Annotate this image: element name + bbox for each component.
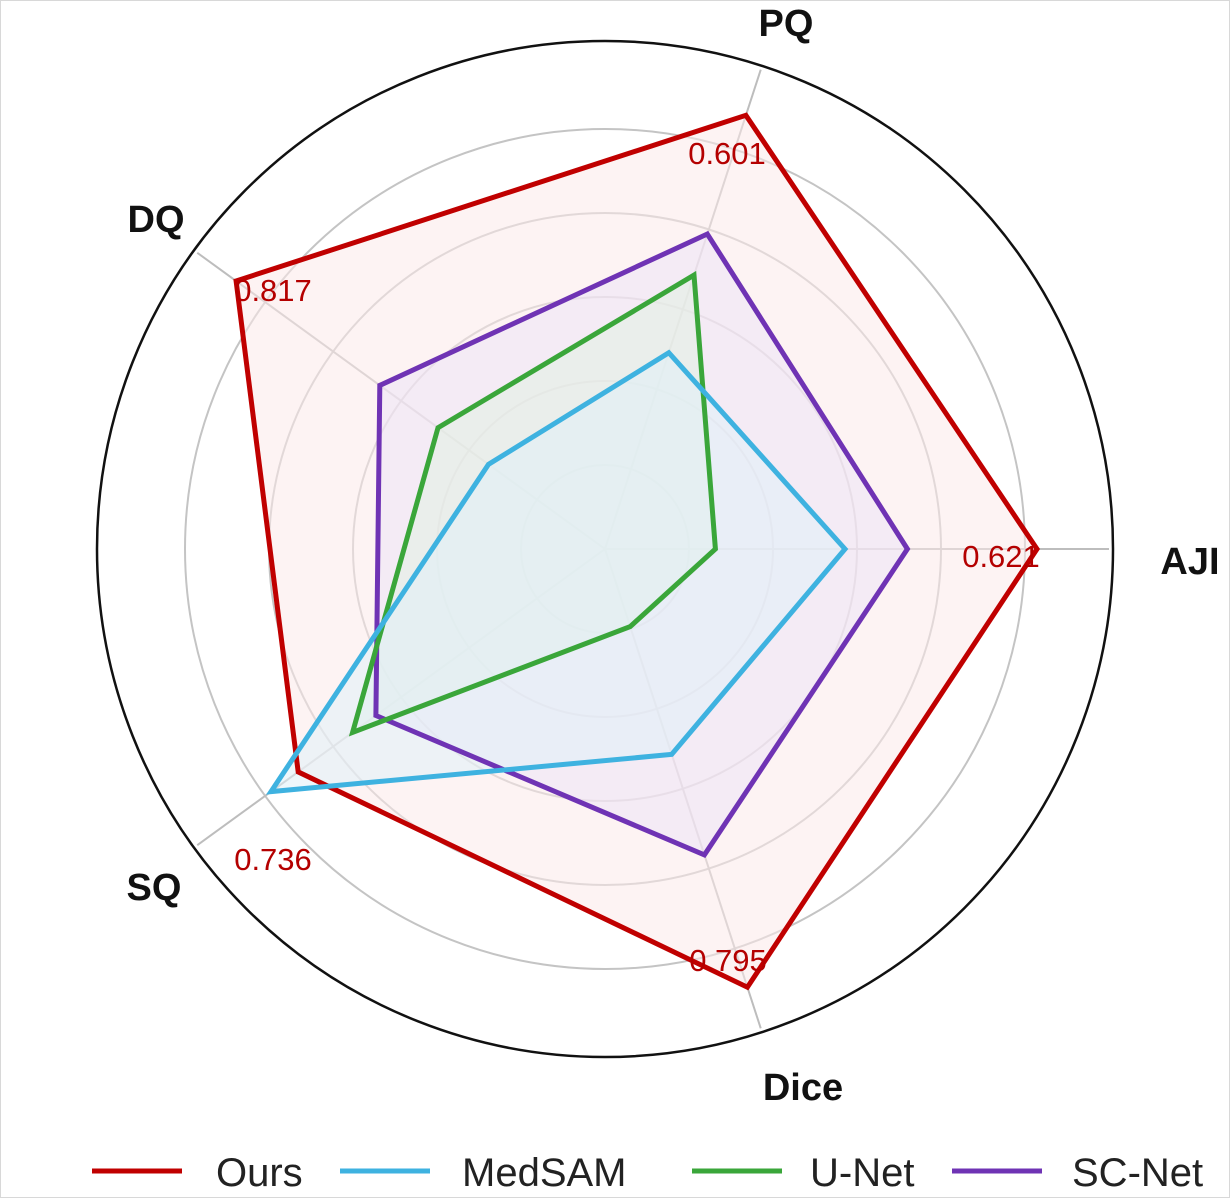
radar-series — [233, 112, 1041, 991]
legend-label-sc-net: SC-Net — [1072, 1151, 1203, 1195]
legend-label-u-net: U-Net — [810, 1151, 914, 1195]
series-line-medsam — [266, 349, 849, 795]
series-line-sc-net — [373, 230, 911, 859]
value-annotation-dq: 0.817 — [234, 273, 312, 308]
legend: Ours MedSAM U-Net SC-Net — [92, 1151, 1203, 1195]
series-line-u-net — [348, 270, 718, 737]
legend-label-ours: Ours — [216, 1151, 303, 1195]
axis-label-sq: SQ — [127, 867, 182, 909]
outer-boundary-circle — [95, 39, 1115, 1059]
value-annotation-dice: 0.795 — [689, 943, 767, 978]
value-annotation-pq: 0.601 — [688, 136, 766, 171]
series-fill-medsam — [271, 352, 845, 792]
value-annotation-aji: 0.621 — [962, 539, 1040, 574]
axis-label-aji: AJI — [1160, 541, 1219, 583]
value-annotations: 0.621 0.601 0.817 0.736 0.795 — [234, 136, 1040, 978]
value-annotation-sq: 0.736 — [234, 842, 312, 877]
axis-label-pq: PQ — [759, 3, 814, 45]
axis-labels: AJI PQ DQ SQ Dice — [127, 3, 1220, 1109]
legend-label-medsam: MedSAM — [462, 1151, 627, 1195]
axis-label-dice: Dice — [763, 1067, 843, 1109]
axis-label-dq: DQ — [128, 199, 185, 241]
series-line-ours — [233, 112, 1041, 991]
